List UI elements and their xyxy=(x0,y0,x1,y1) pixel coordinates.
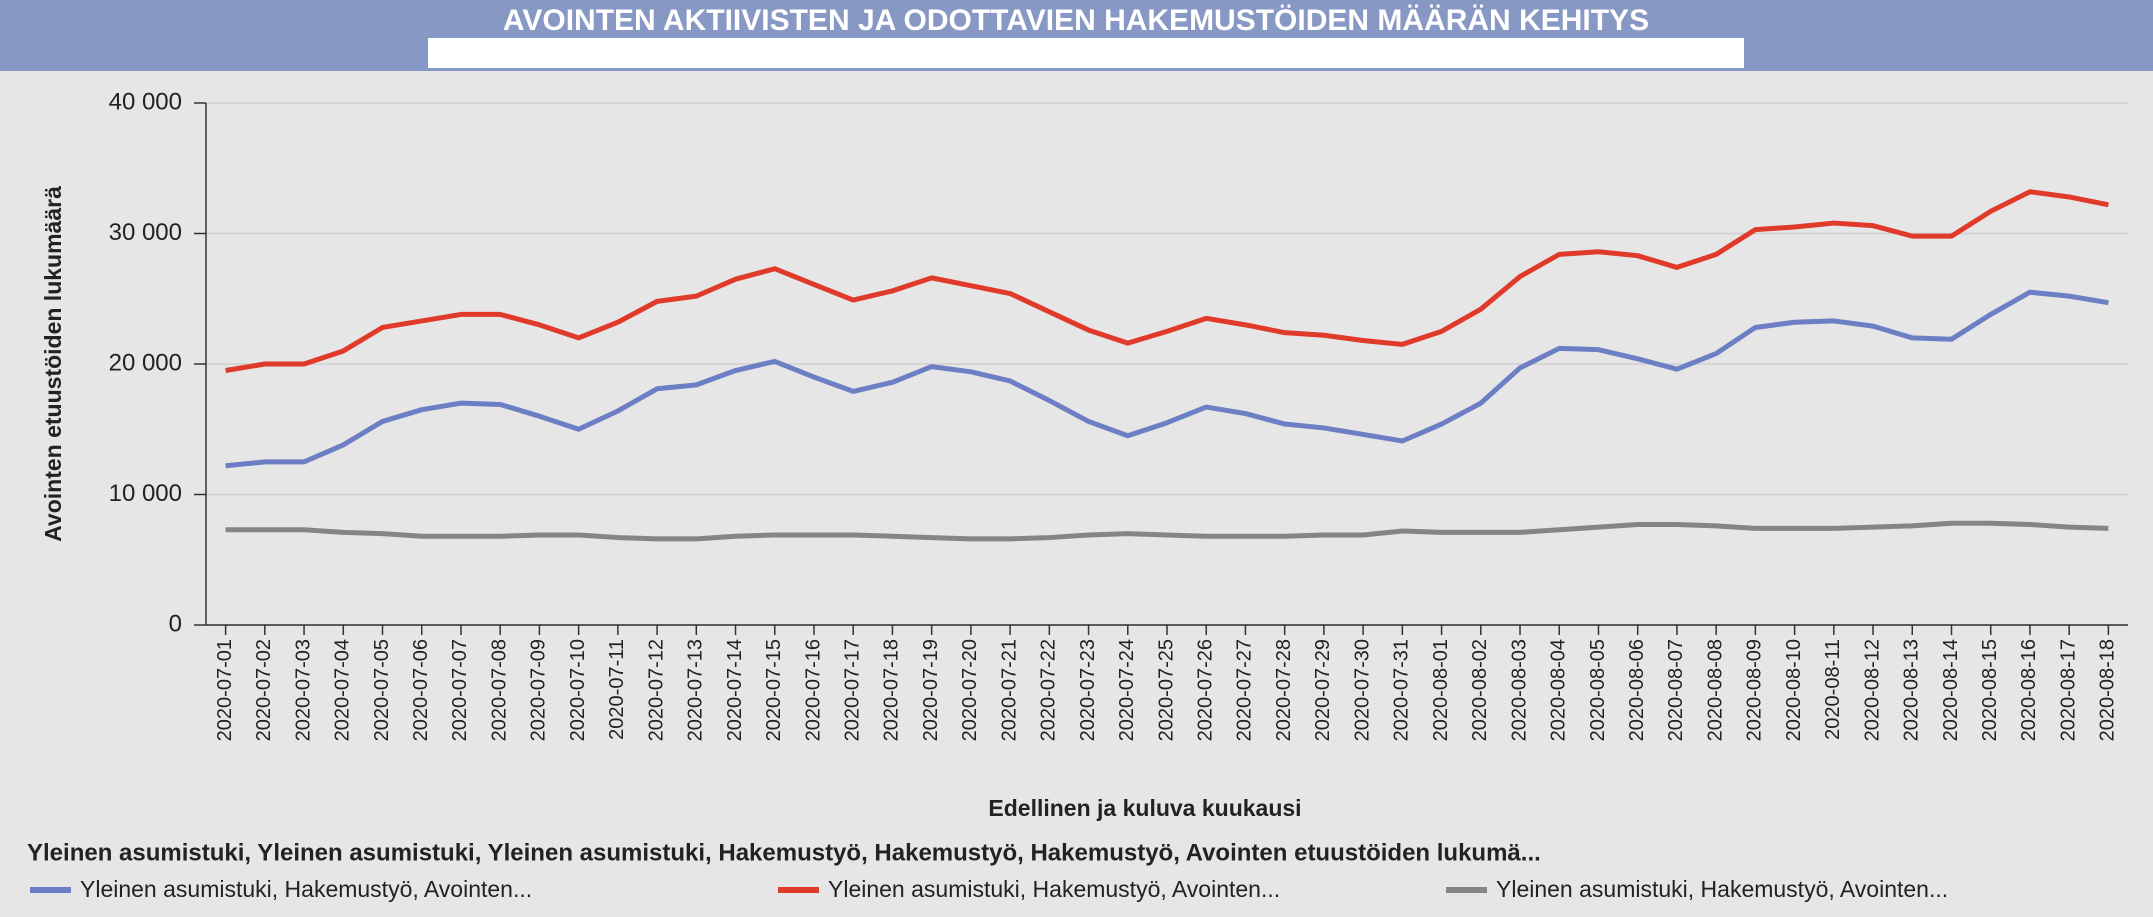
chart-title: AVOINTEN AKTIIVISTEN JA ODOTTAVIEN HAKEM… xyxy=(503,4,1649,37)
x-tick-label: 2020-07-01 xyxy=(214,639,236,741)
x-tick-label: 2020-07-06 xyxy=(410,639,432,741)
x-tick-label: 2020-07-07 xyxy=(449,639,471,741)
x-tick-label: 2020-07-23 xyxy=(1077,639,1099,741)
legend-title: Yleinen asumistuki, Yleinen asumistuki, … xyxy=(27,839,1541,866)
x-tick-label: 2020-08-07 xyxy=(1665,639,1687,741)
x-tick-label: 2020-07-29 xyxy=(1312,639,1334,741)
subtitle-box xyxy=(428,38,1744,68)
x-tick-label: 2020-08-03 xyxy=(1508,639,1530,741)
x-axis-label: Edellinen ja kuluva kuukausi xyxy=(988,795,1301,821)
x-tick-label: 2020-07-08 xyxy=(488,639,510,741)
x-tick-label: 2020-08-09 xyxy=(1744,639,1766,741)
legend-label: Yleinen asumistuki, Hakemustyö, Avointen… xyxy=(80,876,532,902)
x-tick-label: 2020-08-18 xyxy=(2097,639,2119,741)
x-tick-label: 2020-08-12 xyxy=(1861,639,1883,741)
x-tick-label: 2020-08-04 xyxy=(1548,639,1570,741)
x-tick-label: 2020-08-01 xyxy=(1430,639,1452,741)
legend-swatch xyxy=(778,887,819,893)
x-tick-label: 2020-07-15 xyxy=(763,639,785,741)
x-tick-label: 2020-08-02 xyxy=(1469,639,1491,741)
y-tick-label: 10 000 xyxy=(109,480,182,507)
x-tick-label: 2020-07-02 xyxy=(253,639,275,741)
x-tick-label: 2020-07-22 xyxy=(1038,639,1060,741)
y-tick-label: 40 000 xyxy=(109,88,182,115)
x-tick-label: 2020-08-05 xyxy=(1587,639,1609,741)
x-tick-label: 2020-07-12 xyxy=(645,639,667,741)
x-tick-label: 2020-07-11 xyxy=(606,639,628,740)
series-line xyxy=(225,189,2109,373)
x-tick-label: 2020-08-17 xyxy=(2057,639,2079,741)
x-tick-label: 2020-08-10 xyxy=(1783,639,1805,741)
x-tick-label: 2020-07-14 xyxy=(724,639,746,741)
legend-label: Yleinen asumistuki, Hakemustyö, Avointen… xyxy=(828,876,1280,902)
x-tick-label: 2020-07-05 xyxy=(371,639,393,741)
x-tick-label: 2020-07-09 xyxy=(528,639,550,741)
x-tick-label: 2020-07-30 xyxy=(1351,639,1373,741)
x-tick-label: 2020-08-06 xyxy=(1626,639,1648,741)
x-tick-label: 2020-07-31 xyxy=(1391,639,1413,741)
x-tick-label: 2020-07-03 xyxy=(292,639,314,741)
x-tick-label: 2020-08-15 xyxy=(1979,639,2001,741)
x-tick-label: 2020-07-16 xyxy=(802,639,824,741)
x-tick-label: 2020-07-20 xyxy=(959,639,981,741)
legend-swatch xyxy=(1446,887,1487,893)
x-tick-label: 2020-08-14 xyxy=(1940,639,1962,741)
x-tick-label: 2020-07-17 xyxy=(841,639,863,741)
y-axis-label: Avointen etuustöiden lukumäärä xyxy=(40,186,66,542)
series-line xyxy=(225,289,2109,469)
legend-label: Yleinen asumistuki, Hakemustyö, Avointen… xyxy=(1496,876,1948,902)
x-tick-label: 2020-07-04 xyxy=(332,639,354,741)
x-tick-label: 2020-07-27 xyxy=(1234,639,1256,741)
x-tick-label: 2020-08-08 xyxy=(1704,639,1726,741)
x-tick-label: 2020-07-28 xyxy=(1273,639,1295,741)
x-tick-label: 2020-07-18 xyxy=(881,639,903,741)
x-tick-label: 2020-07-25 xyxy=(1155,639,1177,741)
x-tick-label: 2020-07-24 xyxy=(1116,639,1138,741)
x-tick-label: 2020-08-11 xyxy=(1822,639,1844,740)
x-tick-label: 2020-08-13 xyxy=(1901,639,1923,741)
y-tick-label: 30 000 xyxy=(109,219,182,246)
x-tick-label: 2020-08-16 xyxy=(2018,639,2040,741)
x-tick-label: 2020-07-13 xyxy=(685,639,707,741)
legend-swatch xyxy=(30,887,71,893)
x-tick-label: 2020-07-10 xyxy=(567,639,589,741)
x-tick-label: 2020-07-21 xyxy=(998,639,1020,741)
series-line xyxy=(225,520,2109,542)
y-tick-label: 20 000 xyxy=(109,349,182,376)
x-tick-label: 2020-07-19 xyxy=(920,639,942,741)
y-tick-label: 0 xyxy=(169,610,182,637)
x-tick-label: 2020-07-26 xyxy=(1195,639,1217,741)
